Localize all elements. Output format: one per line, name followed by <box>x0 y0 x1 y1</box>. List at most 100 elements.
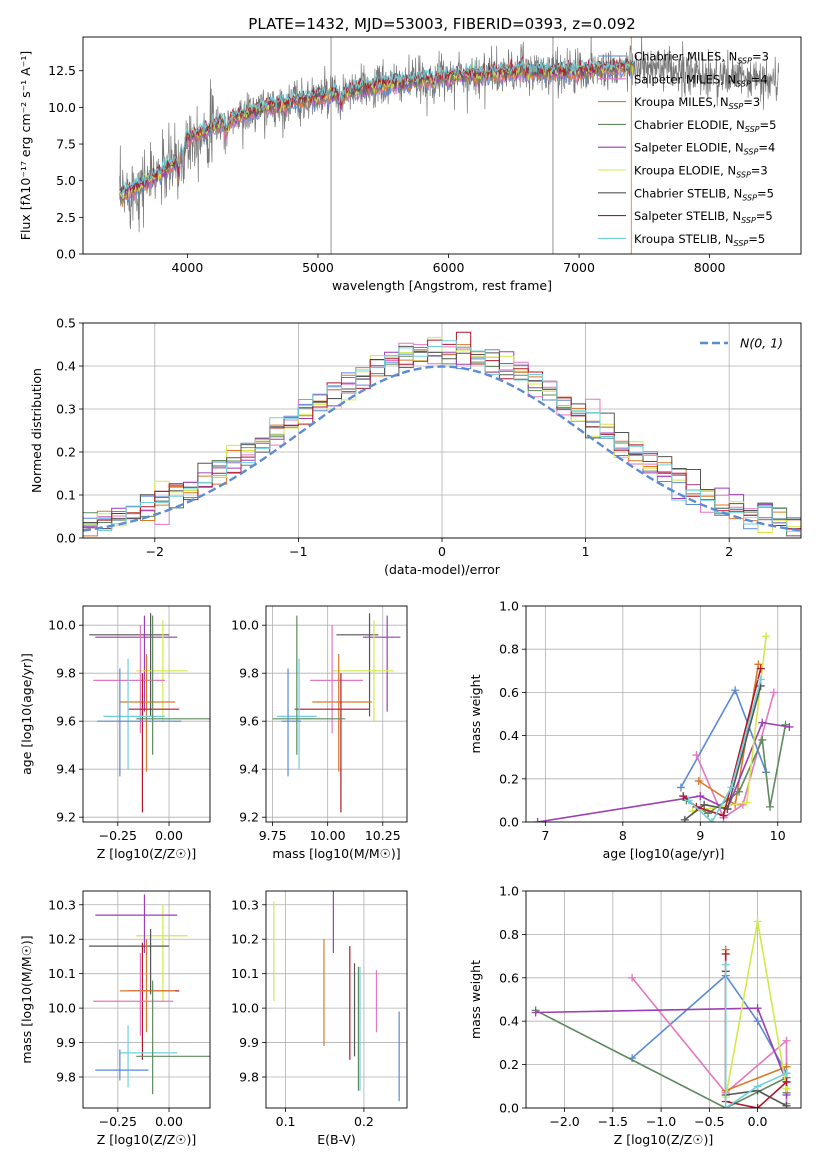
residuals-xtick-label: −2 <box>146 544 164 559</box>
weight-marker <box>756 675 765 684</box>
model-line-8 <box>119 56 634 194</box>
spectrum-axes: 4000 5000 6000 7000 8000 0.0 2.5 5.0 7.5 10.0 12.5… <box>18 15 802 293</box>
spectrum-ytick-label: 0.0 <box>56 247 76 262</box>
ebv_mass-ytick-label: 10.1 <box>231 966 259 981</box>
errorbar-point-2 <box>136 620 188 722</box>
mass_age-xtick-label: 9.75 <box>259 828 287 843</box>
mass_age-ytick-label: 9.8 <box>239 666 259 681</box>
weight-marker <box>735 787 744 796</box>
age_weight-xtick-label: 9 <box>696 828 704 843</box>
ebv_mass-axes: 0.1 0.2 9.8 9.9 10.0 10.1 10.2 10.3 E(B-V) <box>231 890 408 1147</box>
z_weight-ytick-label: 1.0 <box>499 884 519 899</box>
weight-marker <box>758 718 767 727</box>
residuals-xtick-label: 0 <box>438 544 446 559</box>
errorbar-point-8 <box>281 668 302 777</box>
errorbar-point-8 <box>95 1049 149 1081</box>
weight-line-8 <box>688 679 762 822</box>
weight-marker <box>754 660 763 669</box>
age_weight-frame <box>525 605 802 823</box>
weight-marker <box>531 1008 540 1017</box>
residuals-ytick-label: 0.4 <box>56 359 76 374</box>
weight-marker <box>533 818 542 822</box>
weight-marker <box>753 1082 762 1091</box>
normal-reference-curve <box>83 365 801 532</box>
z_weight-ytick-label: 0.2 <box>499 1057 519 1072</box>
spectrum-xtick-label: 5000 <box>302 260 334 275</box>
weight-marker <box>696 792 705 801</box>
mass_age-plot-area <box>272 613 401 813</box>
weight-marker <box>721 949 730 958</box>
ebv_mass-ytick-label: 10.0 <box>231 1001 259 1016</box>
residual-histogram-6 <box>83 345 801 530</box>
observed-spectrum-line <box>119 37 780 233</box>
age_weight-ytick-label: 0.4 <box>499 728 519 743</box>
errorbar-point-7 <box>136 615 210 755</box>
ebv_mass-ytick-label: 10.3 <box>231 897 259 912</box>
residuals-xtick-label: 2 <box>725 544 733 559</box>
z_weight-frame <box>525 890 802 1109</box>
weight-marker <box>766 802 775 811</box>
residual-histogram-8 <box>83 340 801 532</box>
ebv_mass-ytick-label: 10.2 <box>231 932 259 947</box>
spectrum-ytick-label: 12.5 <box>48 63 76 78</box>
errorbar-point-7 <box>272 615 346 755</box>
age_weight-grid <box>526 605 801 823</box>
z_age-ytick-label: 9.4 <box>56 762 76 777</box>
errorbar-point-1 <box>362 615 401 712</box>
z_mass-ytick-label: 9.8 <box>56 1070 76 1085</box>
mass_age-xtick-label: 10.00 <box>310 828 346 843</box>
weight-marker <box>782 1101 791 1108</box>
weight-line-8 <box>724 964 787 1108</box>
weight-marker <box>753 1017 762 1026</box>
z_weight-xtick-label: −1.5 <box>598 1114 628 1129</box>
weight-marker <box>684 796 693 805</box>
legend-entry-7: Salpeter STELIB, NSSP=5 <box>634 209 773 225</box>
weight-marker <box>700 800 709 809</box>
legend-entry-4: Salpeter ELODIE, NSSP=4 <box>634 141 775 157</box>
residuals-ytick-label: 0.3 <box>56 402 76 417</box>
z_mass-plot-area <box>89 894 210 1095</box>
errorbar-point-6 <box>103 658 165 770</box>
spectrum-frame <box>82 36 802 255</box>
residuals-xlabel: (data-model)/error <box>384 562 501 577</box>
model-line-7 <box>119 56 634 197</box>
age_weight-ylabel: mass weight <box>468 674 483 753</box>
errorbar-point-6 <box>119 1025 178 1088</box>
errorbar-point-4 <box>312 654 372 772</box>
z_age-ylabel: age [log10(age/yr)] <box>19 653 34 775</box>
spectrum-xtick-label: 8000 <box>694 260 726 275</box>
spectrum-ytick-label: 5.0 <box>56 173 76 188</box>
residuals-ytick-label: 0.5 <box>56 316 76 331</box>
spectrum-xtick-label: 7000 <box>563 260 595 275</box>
weight-marker <box>731 686 740 695</box>
weight-marker <box>753 917 762 926</box>
weight-marker <box>721 1104 730 1108</box>
errorbar-point-5 <box>93 953 174 1036</box>
errorbar-point-8 <box>97 668 182 777</box>
spectrum-xtick-label: 4000 <box>172 260 204 275</box>
z_age-xtick-label: 0.00 <box>155 828 183 843</box>
z_age-xlabel: Z [log10(Z/Z☉)] <box>97 846 197 861</box>
age_weight-ytick-label: 0.0 <box>499 815 519 830</box>
mass_age-ytick-label: 9.4 <box>239 762 259 777</box>
z_weight-ylabel: mass weight <box>468 960 483 1039</box>
errorbar-point-2 <box>89 928 170 995</box>
weight-marker <box>721 960 730 969</box>
legend-entry-6: Chabrier STELIB, NSSP=5 <box>634 186 774 202</box>
z_mass-grid <box>83 891 210 1108</box>
weight-marker <box>694 776 703 785</box>
weight-marker <box>707 818 716 822</box>
weight-marker <box>727 783 736 792</box>
mass_age-xtick-label: 10.25 <box>365 828 401 843</box>
ebv_mass-ytick-label: 9.8 <box>239 1070 259 1085</box>
z_mass-xtick-label: −0.25 <box>99 1114 137 1129</box>
spectrum-xlabel: wavelength [Angstrom, rest frame] <box>332 278 552 293</box>
mass_age-xlabel: mass [log10(M/M☉)] <box>272 846 400 861</box>
z_mass-ytick-label: 10.1 <box>48 966 76 981</box>
errorbar-point-4 <box>119 939 176 1033</box>
z_age-ytick-label: 9.8 <box>56 666 76 681</box>
residuals-ylabel: Normed distribution <box>29 368 44 493</box>
ebv_mass-xlabel: E(B-V) <box>317 1132 356 1147</box>
errorbar-point-5 <box>294 673 370 813</box>
weight-marker <box>769 688 778 697</box>
